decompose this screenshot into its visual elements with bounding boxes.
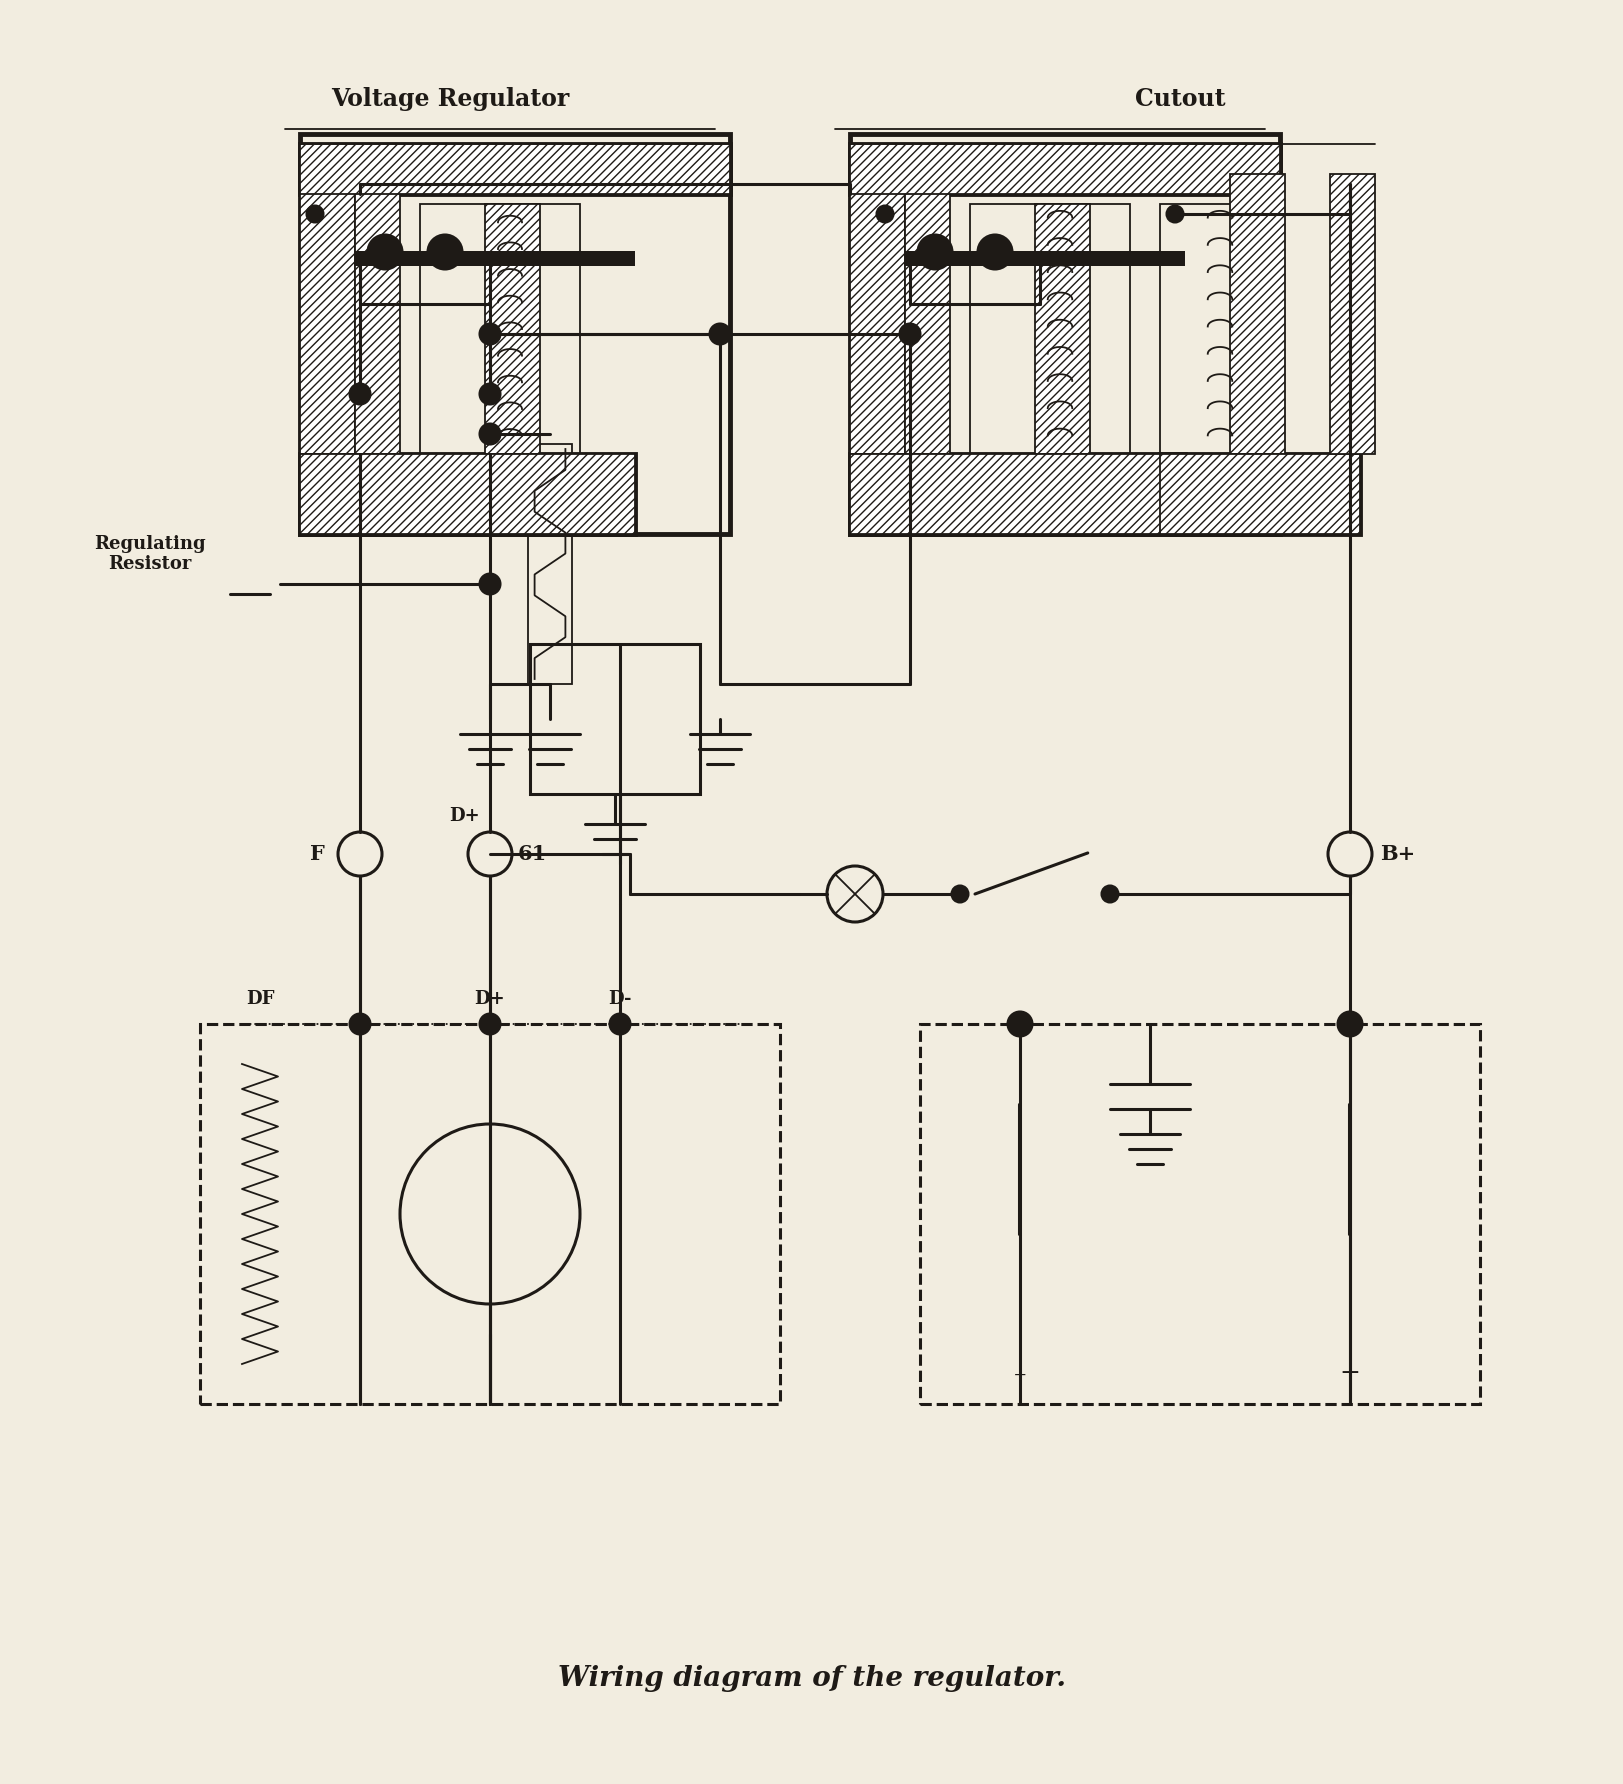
Text: Regulating
Resistor: Regulating Resistor — [94, 535, 206, 573]
Circle shape — [480, 384, 500, 403]
Text: F: F — [310, 844, 325, 863]
Circle shape — [1167, 205, 1182, 221]
Text: D+: D+ — [450, 806, 480, 824]
Bar — [300, 145, 730, 194]
Bar — [849, 134, 1279, 533]
Bar — [969, 203, 1130, 453]
Text: D-: D- — [609, 990, 631, 1008]
Circle shape — [876, 205, 893, 221]
Bar — [529, 644, 700, 794]
Bar — [1159, 203, 1279, 453]
Circle shape — [307, 205, 323, 221]
Bar — [904, 175, 949, 453]
Bar — [849, 453, 1185, 533]
Bar — [1159, 453, 1358, 533]
Bar — [904, 252, 1185, 266]
Bar — [485, 203, 540, 453]
Bar — [1329, 175, 1375, 453]
Bar — [300, 453, 635, 533]
Circle shape — [480, 574, 500, 594]
Bar — [200, 1024, 779, 1404]
Bar — [1229, 175, 1284, 453]
Circle shape — [1337, 1012, 1362, 1037]
Text: DF: DF — [245, 990, 274, 1008]
Circle shape — [977, 235, 1011, 269]
Circle shape — [1102, 887, 1117, 903]
Text: B+: B+ — [1380, 844, 1414, 863]
Bar — [300, 145, 730, 194]
Circle shape — [351, 1013, 370, 1035]
Bar — [849, 145, 1279, 194]
Bar — [1034, 203, 1089, 453]
Circle shape — [368, 235, 403, 269]
Circle shape — [480, 425, 500, 444]
Circle shape — [480, 1013, 500, 1035]
Circle shape — [951, 887, 967, 903]
Bar — [920, 1024, 1479, 1404]
Bar — [849, 175, 904, 453]
Bar — [527, 444, 571, 683]
Text: D+: D+ — [474, 990, 505, 1008]
Bar — [849, 453, 1185, 533]
Text: Voltage Regulator: Voltage Regulator — [331, 87, 568, 111]
Bar — [420, 203, 579, 453]
Bar — [1159, 453, 1358, 533]
Bar — [300, 453, 635, 533]
Bar — [849, 145, 1279, 194]
Circle shape — [351, 384, 370, 403]
Circle shape — [428, 235, 461, 269]
Circle shape — [899, 325, 920, 344]
Text: +: + — [1339, 1363, 1360, 1386]
Text: 61: 61 — [518, 844, 547, 863]
Bar — [355, 252, 635, 266]
Circle shape — [1008, 1012, 1031, 1037]
Text: Wiring diagram of the regulator.: Wiring diagram of the regulator. — [558, 1666, 1065, 1693]
Circle shape — [610, 1013, 630, 1035]
Text: –: – — [1013, 1363, 1026, 1386]
Circle shape — [480, 325, 500, 344]
Circle shape — [709, 325, 730, 344]
Text: Cutout: Cutout — [1134, 87, 1224, 111]
Bar — [300, 134, 730, 533]
Bar — [355, 175, 399, 453]
Bar — [300, 175, 355, 453]
Circle shape — [917, 235, 951, 269]
